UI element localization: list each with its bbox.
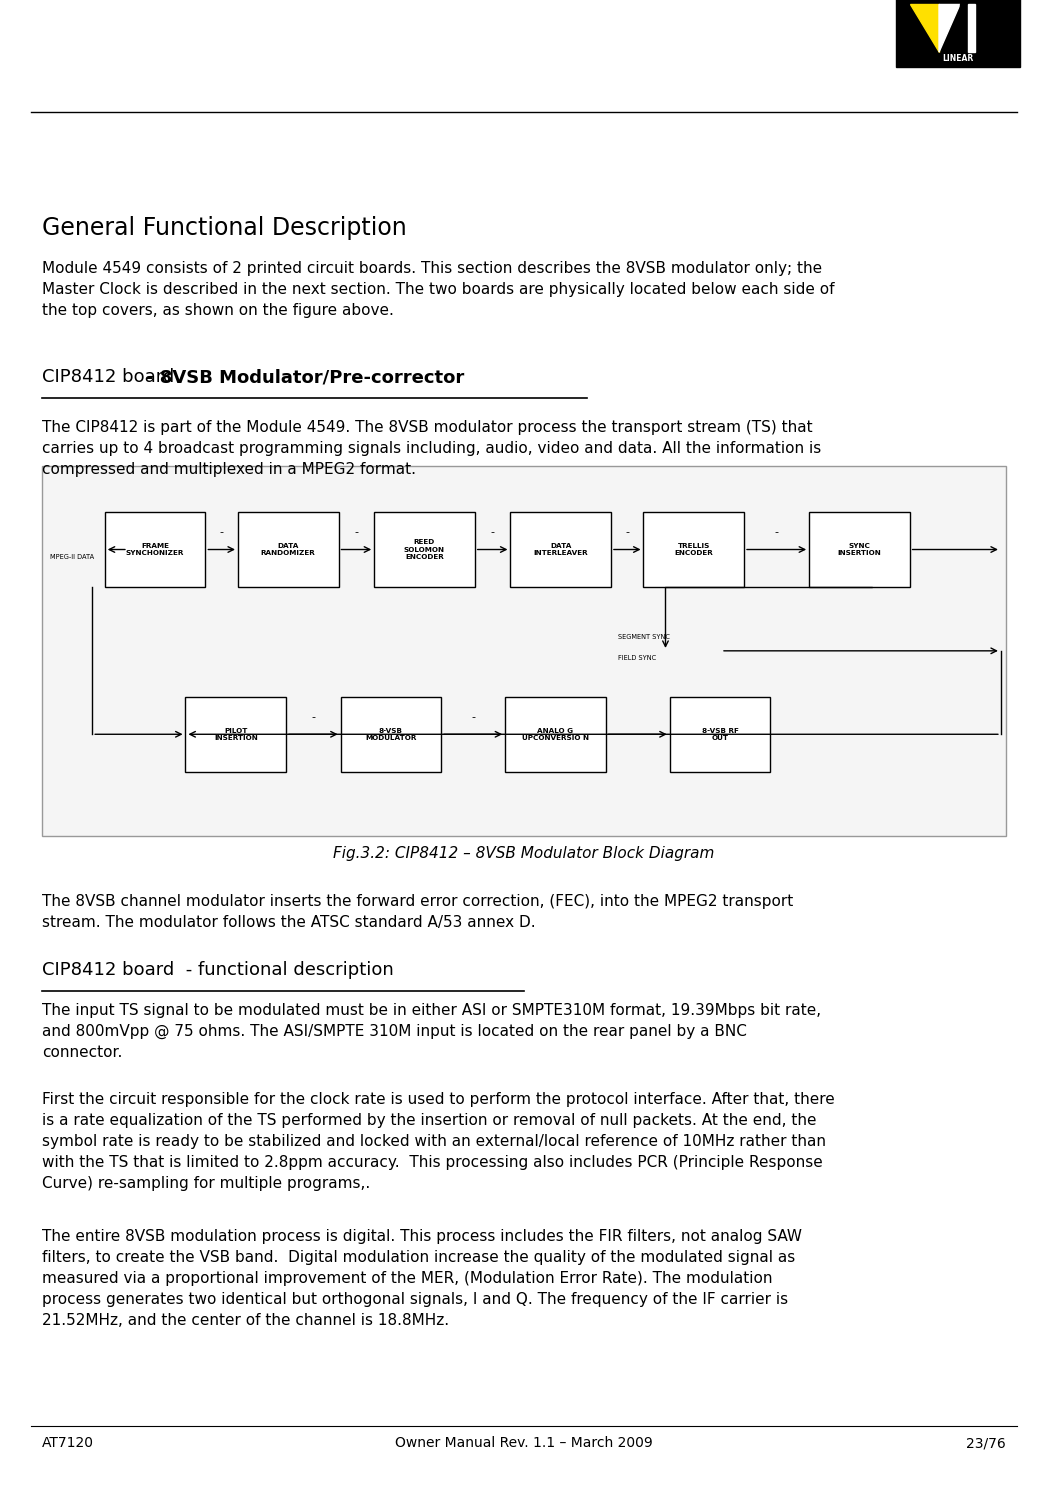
- Text: The entire 8VSB modulation process is digital. This process includes the FIR fil: The entire 8VSB modulation process is di…: [42, 1229, 802, 1328]
- Text: SEGMENT SYNC: SEGMENT SYNC: [618, 635, 671, 641]
- Text: - 8VSB Modulator/Pre-corrector: - 8VSB Modulator/Pre-corrector: [146, 368, 464, 386]
- Text: TRELLIS
ENCODER: TRELLIS ENCODER: [675, 542, 713, 556]
- Bar: [643, 513, 744, 587]
- Bar: [185, 697, 286, 772]
- Bar: [968, 4, 975, 52]
- Text: -: -: [490, 527, 495, 538]
- Bar: [238, 513, 339, 587]
- Text: First the circuit responsible for the clock rate is used to perform the protocol: First the circuit responsible for the cl…: [42, 1092, 834, 1191]
- Polygon shape: [910, 4, 939, 52]
- Text: LINEAR: LINEAR: [942, 54, 974, 63]
- Text: General Functional Description: General Functional Description: [42, 216, 407, 240]
- Text: -: -: [311, 712, 315, 723]
- Text: -: -: [472, 712, 475, 723]
- Text: REED
SOLOMON
ENCODER: REED SOLOMON ENCODER: [403, 539, 445, 560]
- Bar: [896, 0, 1020, 67]
- Text: AT7120: AT7120: [42, 1436, 94, 1450]
- Text: CIP8412 board  - functional description: CIP8412 board - functional description: [42, 961, 394, 979]
- Text: -: -: [774, 527, 779, 538]
- Bar: [505, 697, 606, 772]
- Text: The 8VSB channel modulator inserts the forward error correction, (FEC), into the: The 8VSB channel modulator inserts the f…: [42, 894, 793, 930]
- Bar: [510, 513, 611, 587]
- Text: DATA
INTERLEAVER: DATA INTERLEAVER: [533, 542, 588, 556]
- Bar: [670, 697, 770, 772]
- Polygon shape: [939, 4, 960, 52]
- Text: FIELD SYNC: FIELD SYNC: [618, 656, 656, 662]
- Text: MPEG-II DATA: MPEG-II DATA: [50, 554, 94, 560]
- Text: 8-VSB RF
OUT: 8-VSB RF OUT: [701, 727, 739, 741]
- Bar: [809, 513, 910, 587]
- Text: DATA
RANDOMIZER: DATA RANDOMIZER: [261, 542, 315, 556]
- Text: -: -: [626, 527, 629, 538]
- Bar: [960, 4, 985, 52]
- Text: 23/76: 23/76: [966, 1436, 1006, 1450]
- Bar: [341, 697, 441, 772]
- Text: 8-VSB
MODULATOR: 8-VSB MODULATOR: [365, 727, 417, 741]
- Bar: [42, 466, 1006, 836]
- Text: Module 4549 consists of 2 printed circuit boards. This section describes the 8VS: Module 4549 consists of 2 printed circui…: [42, 261, 834, 317]
- Text: FRAME
SYNCHONIZER: FRAME SYNCHONIZER: [126, 542, 184, 556]
- Text: Fig.3.2: CIP8412 – 8VSB Modulator Block Diagram: Fig.3.2: CIP8412 – 8VSB Modulator Block …: [333, 846, 715, 861]
- Text: The CIP8412 is part of the Module 4549. The 8VSB modulator process the transport: The CIP8412 is part of the Module 4549. …: [42, 420, 822, 477]
- Text: The input TS signal to be modulated must be in either ASI or SMPTE310M format, 1: The input TS signal to be modulated must…: [42, 1003, 821, 1059]
- Text: -: -: [220, 527, 223, 538]
- Text: PILOT
INSERTION: PILOT INSERTION: [214, 727, 258, 741]
- Text: CIP8412 board: CIP8412 board: [42, 368, 180, 386]
- Text: Owner Manual Rev. 1.1 – March 2009: Owner Manual Rev. 1.1 – March 2009: [395, 1436, 653, 1450]
- Text: SYNC
INSERTION: SYNC INSERTION: [837, 542, 881, 556]
- Bar: [374, 513, 475, 587]
- Text: -: -: [354, 527, 358, 538]
- Text: ANALO G
UPCONVERSIO N: ANALO G UPCONVERSIO N: [522, 727, 589, 741]
- Bar: [105, 513, 205, 587]
